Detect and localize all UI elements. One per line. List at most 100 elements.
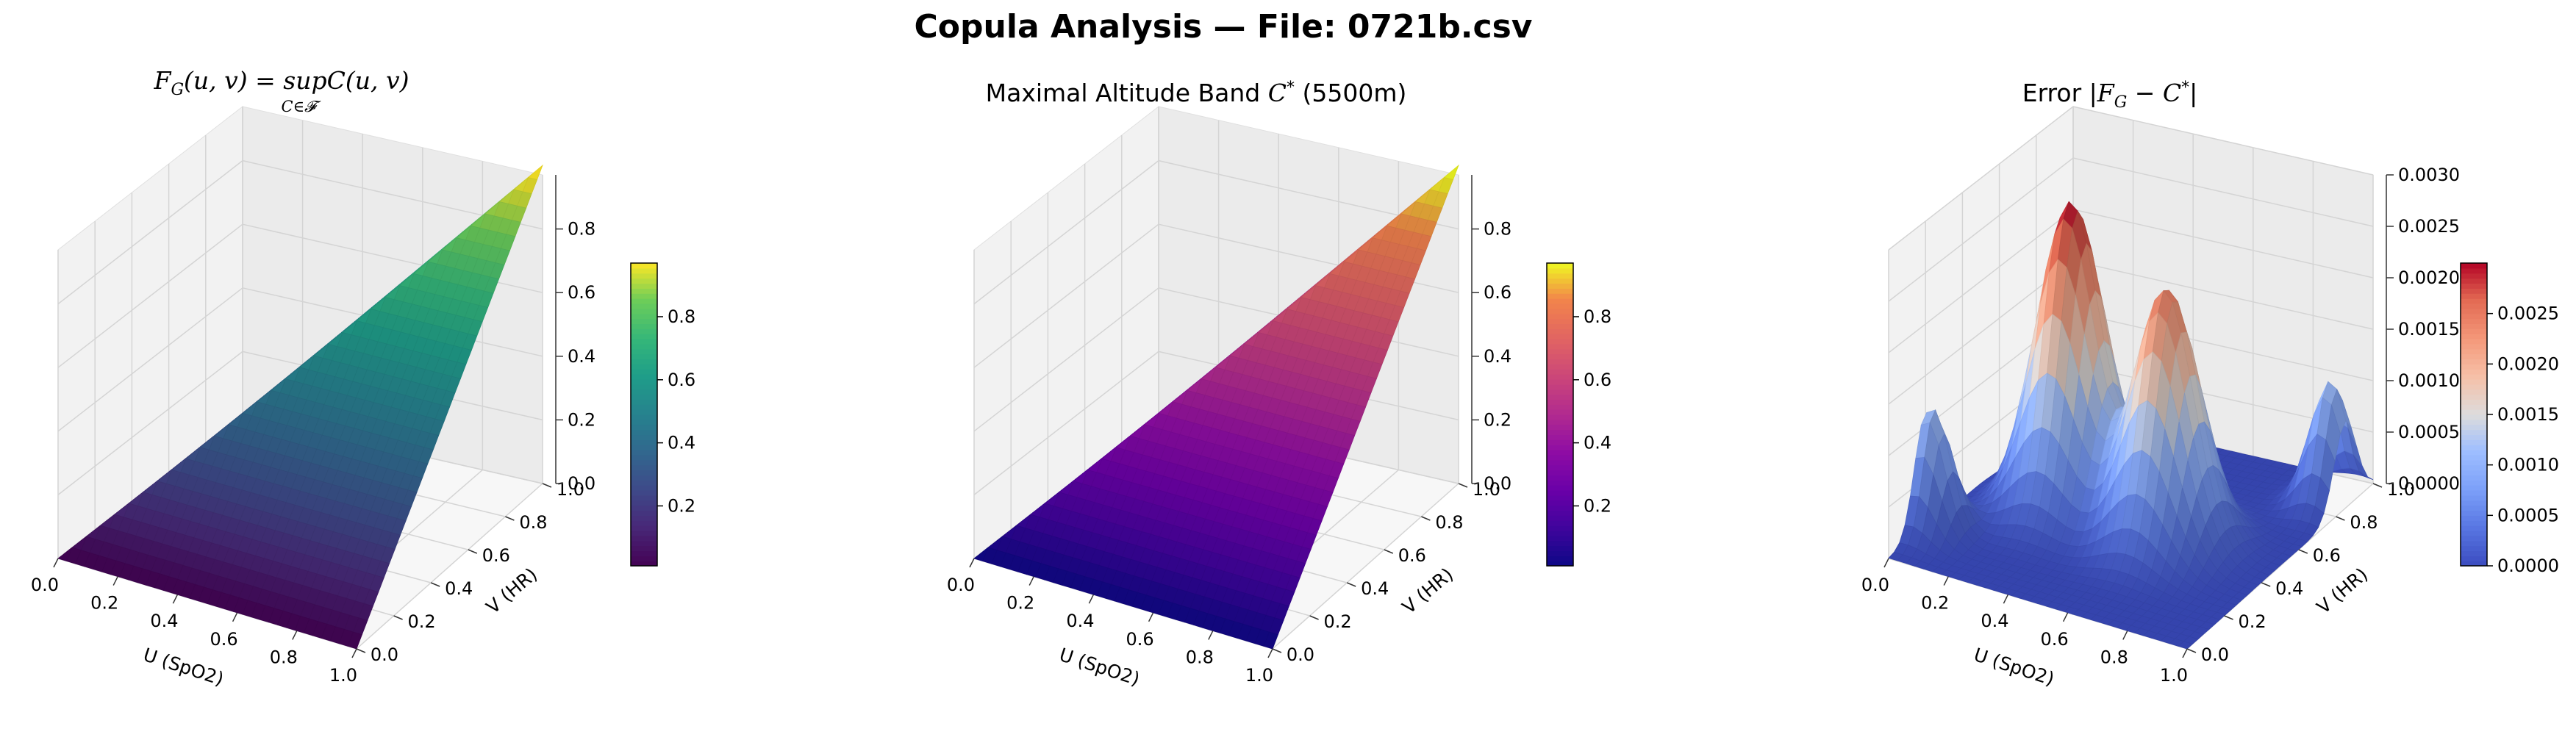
panel-2-title-after: (5500m) — [1295, 79, 1406, 107]
z-tick-label: 0.0025 — [2398, 216, 2460, 237]
y-tick-label: 0.6 — [2313, 545, 2341, 566]
y-axis-label: V (HR) — [1398, 564, 1457, 618]
panel-1-title-lhs-sub: G — [171, 81, 184, 99]
z-tick-label: 0.2 — [568, 409, 595, 430]
x-tick-label: 0.6 — [1126, 629, 1154, 650]
panel-3-title-bar-close: | — [2189, 79, 2197, 107]
panel-3-title-sup: * — [2181, 79, 2189, 97]
z-tick-label: 0.6 — [568, 282, 595, 303]
y-tick-label: 1.0 — [557, 479, 584, 500]
colorbar: 0.0000 0.0005 0.0010 0.0015 0.0020 0.0025 — [2460, 262, 2559, 576]
panel-1-title-sup-sub: C∈𝓕 — [281, 98, 321, 115]
x-tick-label: 0.4 — [1066, 611, 1094, 631]
x-tick-label: 0.4 — [1981, 611, 2008, 631]
surface-mesh — [57, 164, 543, 650]
z-tick-label: 0.0020 — [2398, 267, 2460, 288]
x-tick-label: 0.0 — [947, 575, 975, 595]
surface-mesh — [973, 164, 1459, 650]
x-tick-label: 0.8 — [270, 647, 298, 667]
y-tick-label: 0.8 — [2350, 512, 2378, 533]
x-axis-label: U (SpO2) — [1056, 644, 1142, 690]
y-tick-label: 0.8 — [519, 512, 547, 533]
colorbar-tick-label: 0.2 — [668, 495, 695, 516]
y-tick-label: 0.0 — [371, 644, 398, 665]
colorbar-tick-label: 0.0025 — [2497, 303, 2559, 324]
z-tick-label: 0.0015 — [2398, 319, 2460, 339]
y-tick-label: 0.4 — [445, 578, 473, 599]
z-tick-label: 0.0 — [1484, 473, 1511, 494]
panel-3-title-bar-open: | — [2089, 79, 2097, 107]
colorbar-tick-label: 0.0015 — [2497, 404, 2559, 425]
y-tick-label: 0.6 — [1398, 545, 1426, 566]
panel-3-title-minus: − — [2127, 79, 2163, 107]
colorbar-tick-label: 0.4 — [668, 433, 695, 453]
x-tick-label: 1.0 — [1245, 665, 1273, 686]
x-tick-label: 1.0 — [329, 665, 357, 686]
y-tick-label: 0.6 — [482, 545, 510, 566]
panel-1-title-rhs: C(u, v) — [327, 66, 409, 95]
z-tick-label: 0.0000 — [2398, 473, 2460, 494]
x-tick-label: 1.0 — [2160, 665, 2188, 686]
z-tick-label: 0.6 — [1484, 282, 1511, 303]
z-tick-label: 0.0010 — [2398, 370, 2460, 391]
panel-3-title-lhs-sub: G — [2114, 93, 2128, 112]
colorbar-tick-label: 0.0000 — [2497, 556, 2559, 576]
z-tick-label: 0.4 — [1484, 346, 1511, 367]
colorbar-tick-label: 0.8 — [1584, 306, 1611, 327]
y-axis-label: V (HR) — [482, 564, 541, 618]
x-tick-label: 0.0 — [31, 575, 59, 595]
y-tick-label: 0.4 — [1361, 578, 1389, 599]
panel-1-title: FG(u, v) = supC(u, v) — [154, 66, 409, 99]
z-tick-label: 0.0005 — [2398, 422, 2460, 442]
x-tick-label: 0.0 — [1861, 575, 1889, 595]
y-tick-label: 0.4 — [2275, 578, 2303, 599]
y-tick-label: 1.0 — [2387, 479, 2415, 500]
y-tick-label: 0.0 — [2201, 644, 2229, 665]
z-tick-label: 0.0030 — [2398, 165, 2460, 185]
z-tick-label: 0.8 — [568, 219, 595, 240]
x-tick-label: 0.2 — [1921, 593, 1949, 614]
panel-2-title-sup: * — [1287, 79, 1295, 97]
x-tick-label: 0.8 — [1186, 647, 1214, 667]
y-tick-label: 1.0 — [1473, 479, 1500, 500]
surface-plot-fg: 0.00.20.40.60.81.00.00.20.40.60.81.00.00… — [31, 105, 695, 690]
panel-2-title-text: Maximal Altitude Band — [986, 79, 1268, 107]
z-tick-label: 0.8 — [1484, 219, 1511, 240]
colorbar-tick-label: 0.2 — [1584, 495, 1611, 516]
y-tick-label: 0.2 — [408, 611, 436, 632]
surface-plot-error: 0.00.20.40.60.81.00.00.20.40.60.81.00.00… — [1861, 105, 2559, 690]
panel-1-title-args: (u, v) = sup — [184, 66, 327, 95]
x-tick-label: 0.2 — [1006, 593, 1034, 614]
colorbar-tick-label: 0.0005 — [2497, 505, 2559, 525]
x-tick-label: 0.8 — [2100, 647, 2128, 667]
z-tick-label: 0.2 — [1484, 409, 1511, 430]
y-tick-label: 0.0 — [1287, 644, 1314, 665]
panel-2-title: Maximal Altitude Band C* (5500m) — [986, 79, 1407, 107]
panel-2-title-sym: C — [1268, 79, 1287, 107]
figure-title: Copula Analysis — File: 0721b.csv — [915, 8, 1533, 46]
panel-3-title-text: Error — [2022, 79, 2089, 107]
z-tick-label: 0.4 — [568, 346, 595, 367]
x-tick-label: 0.2 — [90, 593, 118, 614]
panel-3-title: Error |FG − C*| — [2022, 79, 2198, 112]
colorbar-tick-label: 0.8 — [668, 306, 695, 327]
colorbar-tick-label: 0.0020 — [2497, 353, 2559, 374]
colorbar-tick-label: 0.6 — [1584, 370, 1611, 390]
colorbar: 0.2 0.4 0.6 0.8 — [1546, 262, 1611, 567]
colorbar-tick-label: 0.6 — [668, 370, 695, 390]
x-tick-label: 0.6 — [2041, 629, 2069, 650]
x-axis-label: U (SpO2) — [1971, 644, 2057, 690]
panel-1-title-lhs: F — [154, 66, 172, 95]
y-tick-label: 0.8 — [1435, 512, 1463, 533]
surface-mesh — [1888, 201, 2374, 650]
colorbar: 0.2 0.4 0.6 0.8 — [630, 262, 695, 567]
panel-3-title-sym: C — [2163, 79, 2181, 107]
y-axis-label: V (HR) — [2313, 564, 2372, 618]
surface-plot-cstar: 0.00.20.40.60.81.00.00.20.40.60.81.00.00… — [947, 105, 1611, 690]
y-tick-label: 0.2 — [2239, 611, 2266, 632]
colorbar-tick-label: 0.4 — [1584, 433, 1611, 453]
colorbar-tick-label: 0.0010 — [2497, 455, 2559, 475]
z-tick-label: 0.0 — [568, 473, 595, 494]
x-tick-label: 0.6 — [210, 629, 238, 650]
